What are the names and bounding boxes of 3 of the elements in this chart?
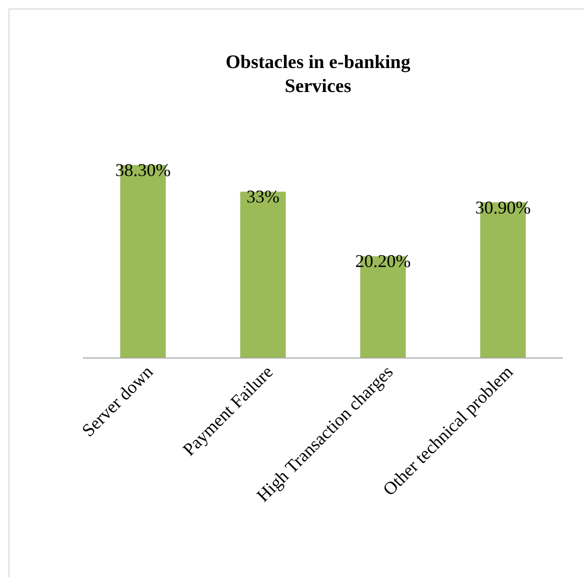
bar [240, 192, 286, 358]
chart-title: Obstacles in e-banking Services [226, 52, 411, 97]
data-label: 33% [246, 186, 280, 207]
